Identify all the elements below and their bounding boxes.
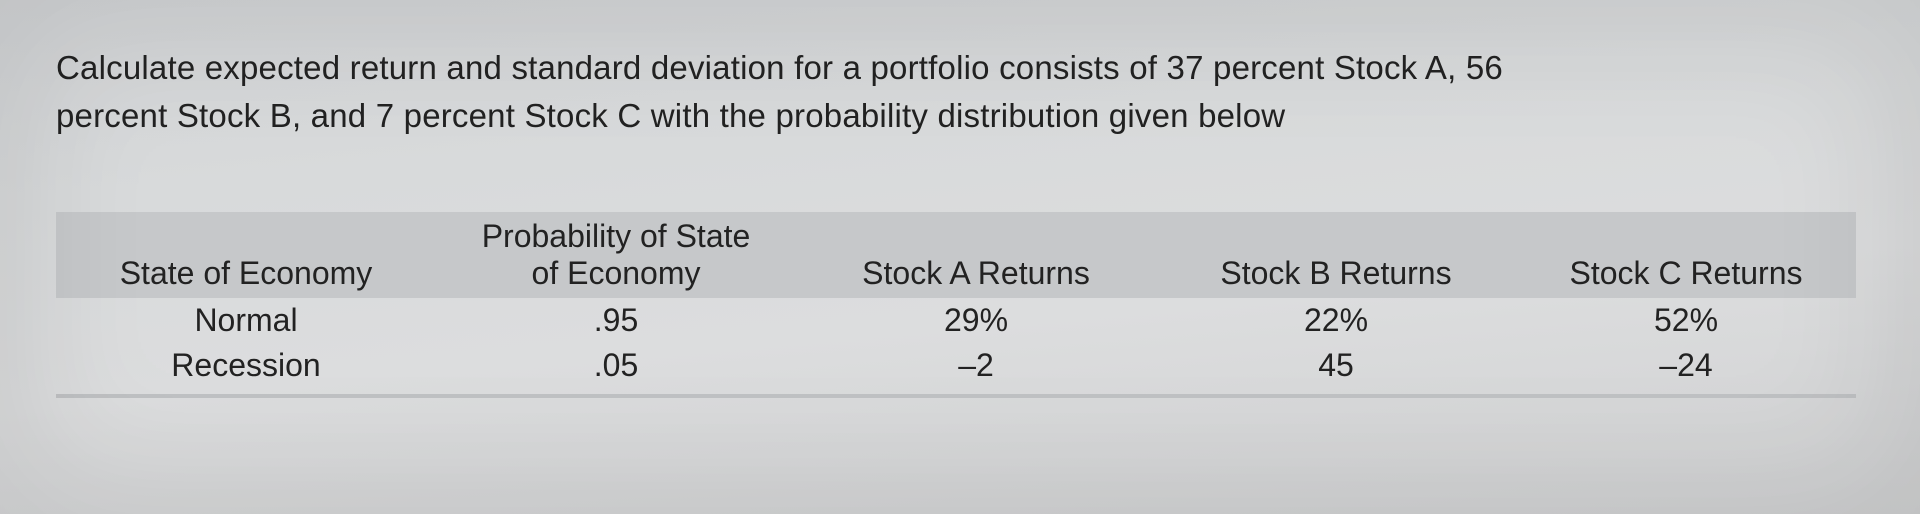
cell-prob-1: .05 <box>436 343 796 394</box>
cell-c-0: 52% <box>1516 298 1856 343</box>
question-content: Calculate expected return and standard d… <box>0 0 1920 438</box>
data-table-wrap: State of Economy Probability of State of… <box>56 212 1856 398</box>
col-header-prob-l1: Probability of State <box>482 218 751 254</box>
prompt-line-1: Calculate expected return and standard d… <box>56 49 1503 86</box>
col-header-a-l2: Stock A Returns <box>862 255 1090 291</box>
col-header-b-l2: Stock B Returns <box>1220 255 1451 291</box>
cell-b-1: 45 <box>1156 343 1516 394</box>
col-header-prob: Probability of State of Economy <box>436 212 796 298</box>
col-header-c: Stock C Returns <box>1516 212 1856 298</box>
cell-prob-0: .95 <box>436 298 796 343</box>
col-header-state: State of Economy <box>56 212 436 298</box>
col-header-c-l2: Stock C Returns <box>1570 255 1803 291</box>
cell-a-1: –2 <box>796 343 1156 394</box>
cell-state-0: Normal <box>56 298 436 343</box>
col-header-state-l2: State of Economy <box>120 255 373 291</box>
prompt-line-2: percent Stock B, and 7 percent Stock C w… <box>56 97 1285 134</box>
cell-state-1: Recession <box>56 343 436 394</box>
question-prompt: Calculate expected return and standard d… <box>56 44 1816 140</box>
col-header-b: Stock B Returns <box>1156 212 1516 298</box>
cell-b-0: 22% <box>1156 298 1516 343</box>
cell-a-0: 29% <box>796 298 1156 343</box>
cell-c-1: –24 <box>1516 343 1856 394</box>
table-row: Recession .05 –2 45 –24 <box>56 343 1856 394</box>
col-header-prob-l2: of Economy <box>532 255 701 291</box>
returns-table: State of Economy Probability of State of… <box>56 212 1856 394</box>
table-row: Normal .95 29% 22% 52% <box>56 298 1856 343</box>
col-header-a: Stock A Returns <box>796 212 1156 298</box>
table-header-row: State of Economy Probability of State of… <box>56 212 1856 298</box>
